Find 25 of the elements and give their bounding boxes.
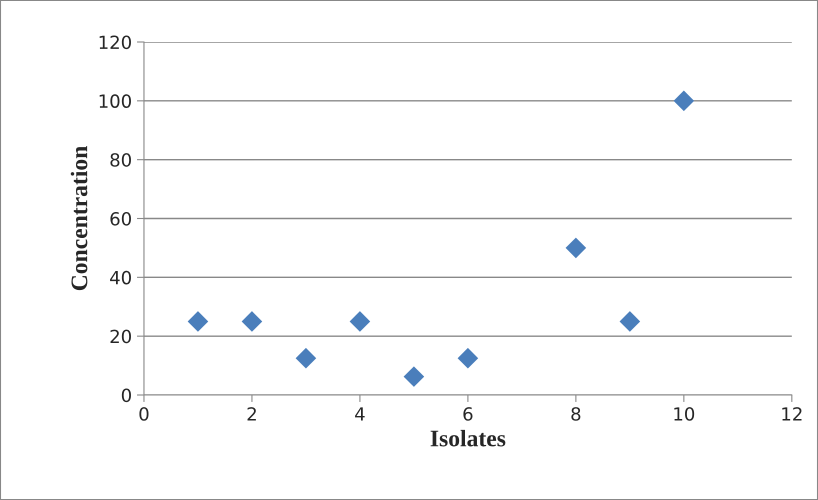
point	[458, 348, 478, 369]
point	[350, 311, 370, 332]
y-tick-label: 120	[100, 35, 131, 50]
y-tick-label: 20	[110, 330, 131, 344]
y-tick-label: 0	[122, 388, 131, 402]
x-tick-label: 0	[139, 407, 149, 421]
x-tick-label: 6	[463, 407, 473, 421]
point	[242, 311, 262, 332]
point	[566, 238, 586, 258]
point	[296, 348, 316, 369]
x-tick-label: 12	[782, 407, 802, 421]
y-tick-label: 80	[110, 153, 131, 167]
y-tick-label: 100	[100, 94, 131, 108]
point	[404, 366, 424, 387]
point	[674, 90, 694, 112]
y-tick-label: 60	[110, 212, 131, 226]
x-tick-label: 10	[674, 407, 694, 421]
y-axis-title: Concentration	[70, 146, 88, 290]
y-tick-label: 40	[110, 270, 131, 284]
x-tick-label: 8	[571, 407, 580, 421]
x-tick-label: 4	[355, 407, 365, 421]
point	[620, 311, 640, 332]
x-axis-title: Isolates	[430, 430, 506, 446]
point	[188, 311, 208, 332]
x-tick-label: 2	[248, 407, 256, 421]
